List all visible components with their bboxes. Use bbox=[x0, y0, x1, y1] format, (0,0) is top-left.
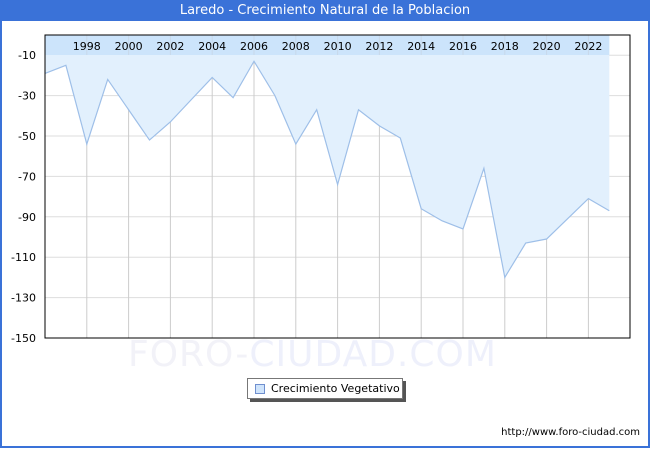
y-tick-label: -10 bbox=[18, 49, 36, 62]
source-url[interactable]: http://www.foro-ciudad.com bbox=[501, 427, 640, 438]
y-tick-label: -110 bbox=[11, 251, 36, 264]
y-tick-label: -90 bbox=[18, 211, 36, 224]
x-tick-label: 2010 bbox=[324, 40, 352, 53]
x-tick-label: 2018 bbox=[491, 40, 519, 53]
x-tick-label: 2016 bbox=[449, 40, 477, 53]
area-fill bbox=[45, 35, 610, 278]
y-tick-label: -50 bbox=[18, 130, 36, 143]
x-tick-label: 2000 bbox=[115, 40, 143, 53]
x-tick-label: 2012 bbox=[365, 40, 393, 53]
x-tick-label: 1998 bbox=[73, 40, 101, 53]
x-tick-label: 2004 bbox=[198, 40, 226, 53]
x-tick-label: 2002 bbox=[156, 40, 184, 53]
legend-label: Crecimiento Vegetativo bbox=[271, 382, 400, 395]
legend: Crecimiento Vegetativo bbox=[247, 378, 403, 399]
legend-swatch-icon bbox=[255, 384, 265, 394]
watermark-part1: FORO- bbox=[128, 334, 250, 375]
chart-title: Laredo - Crecimiento Natural de la Pobla… bbox=[0, 0, 650, 21]
x-axis-labels: 1998 2000 2002 2004 2006 2008 2010 2012 2014 2016… bbox=[73, 35, 602, 55]
x-label-band bbox=[45, 35, 610, 55]
y-tick-label: -150 bbox=[11, 332, 36, 345]
x-tick-label: 2022 bbox=[574, 40, 602, 53]
y-tick-label: -30 bbox=[18, 90, 36, 103]
watermark: FORO-CIUDAD.COM bbox=[128, 334, 497, 375]
y-tick-label: -130 bbox=[11, 292, 36, 305]
watermark-part2: CIUDAD.COM bbox=[249, 334, 497, 375]
x-tick-label: 2014 bbox=[407, 40, 435, 53]
y-axis-labels: -10 -30 -50 -70 -90 -110 -130 -150 bbox=[11, 49, 36, 345]
y-tick-label: -70 bbox=[18, 170, 36, 183]
x-tick-label: 2006 bbox=[240, 40, 268, 53]
series-line bbox=[44, 60, 610, 280]
plot-area-border bbox=[44, 34, 631, 339]
x-tick-label: 2008 bbox=[282, 40, 310, 53]
x-tick-label: 2020 bbox=[533, 40, 561, 53]
